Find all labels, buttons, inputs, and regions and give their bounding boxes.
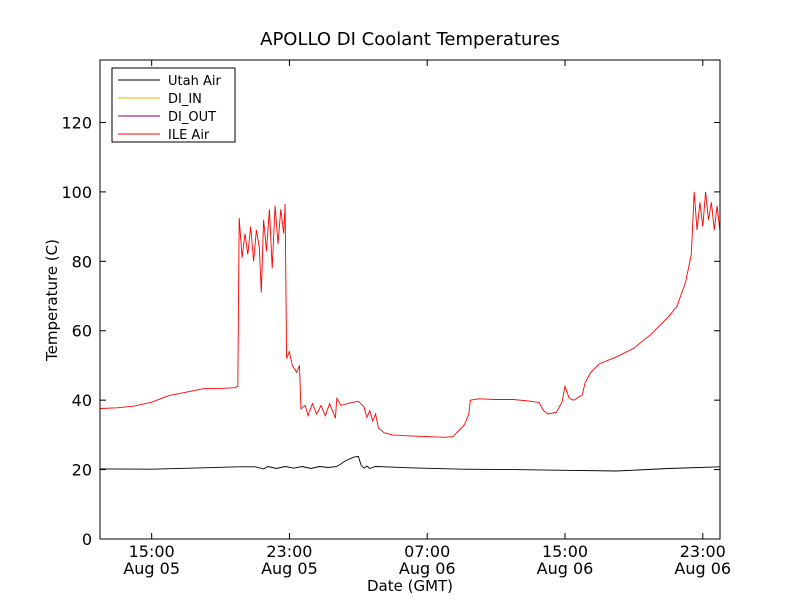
x-tick-label: 15:00: [129, 542, 175, 561]
legend-label-di-in: DI_IN: [168, 92, 202, 107]
y-tick-label: 0: [82, 530, 92, 549]
x-tick-label: 23:00: [680, 542, 726, 561]
x-tick-date-label: Aug 06: [399, 559, 456, 578]
x-tick-date-label: Aug 05: [123, 559, 180, 578]
x-axis-label: Date (GMT): [367, 577, 453, 595]
legend-label-utah-air: Utah Air: [168, 74, 221, 89]
chart-title: APOLLO DI Coolant Temperatures: [260, 29, 560, 50]
y-tick-label: 20: [72, 461, 92, 480]
x-tick-date-label: Aug 05: [261, 559, 318, 578]
series-line-utah-air: [99, 455, 721, 472]
legend-label-di-out: DI_OUT: [168, 110, 216, 125]
legend: Utah Air DI_IN DI_OUT ILE Air: [111, 67, 236, 143]
plot-frame: [99, 59, 721, 540]
x-tick-date-label: Aug 06: [537, 559, 594, 578]
legend-label-ile-air: ILE Air: [168, 128, 210, 143]
x-tick-date-label: Aug 06: [674, 559, 731, 578]
series-layer: [99, 191, 721, 472]
y-tick-label: 40: [72, 391, 92, 410]
y-tick-label: 100: [61, 183, 92, 202]
y-tick-label: 120: [61, 113, 92, 132]
x-tick-label: 15:00: [542, 542, 588, 561]
x-tick-label: 07:00: [404, 542, 450, 561]
y-tick-label: 80: [72, 252, 92, 271]
x-tick-label: 23:00: [266, 542, 312, 561]
y-axis-label: Temperature (C): [43, 239, 61, 362]
series-line-ile-air: [99, 191, 721, 438]
y-axis: 0 20 40 60 80 100 120: [61, 113, 720, 549]
y-tick-label: 60: [72, 322, 92, 341]
